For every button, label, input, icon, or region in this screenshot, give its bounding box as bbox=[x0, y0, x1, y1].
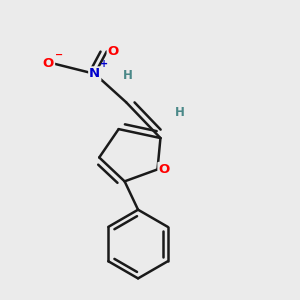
Text: O: O bbox=[108, 45, 119, 58]
Text: H: H bbox=[175, 106, 185, 119]
Text: N: N bbox=[89, 68, 100, 80]
Text: H: H bbox=[123, 69, 133, 82]
Text: O: O bbox=[158, 163, 170, 176]
Text: +: + bbox=[100, 59, 108, 69]
Text: −: − bbox=[55, 50, 63, 59]
Text: O: O bbox=[43, 57, 54, 70]
